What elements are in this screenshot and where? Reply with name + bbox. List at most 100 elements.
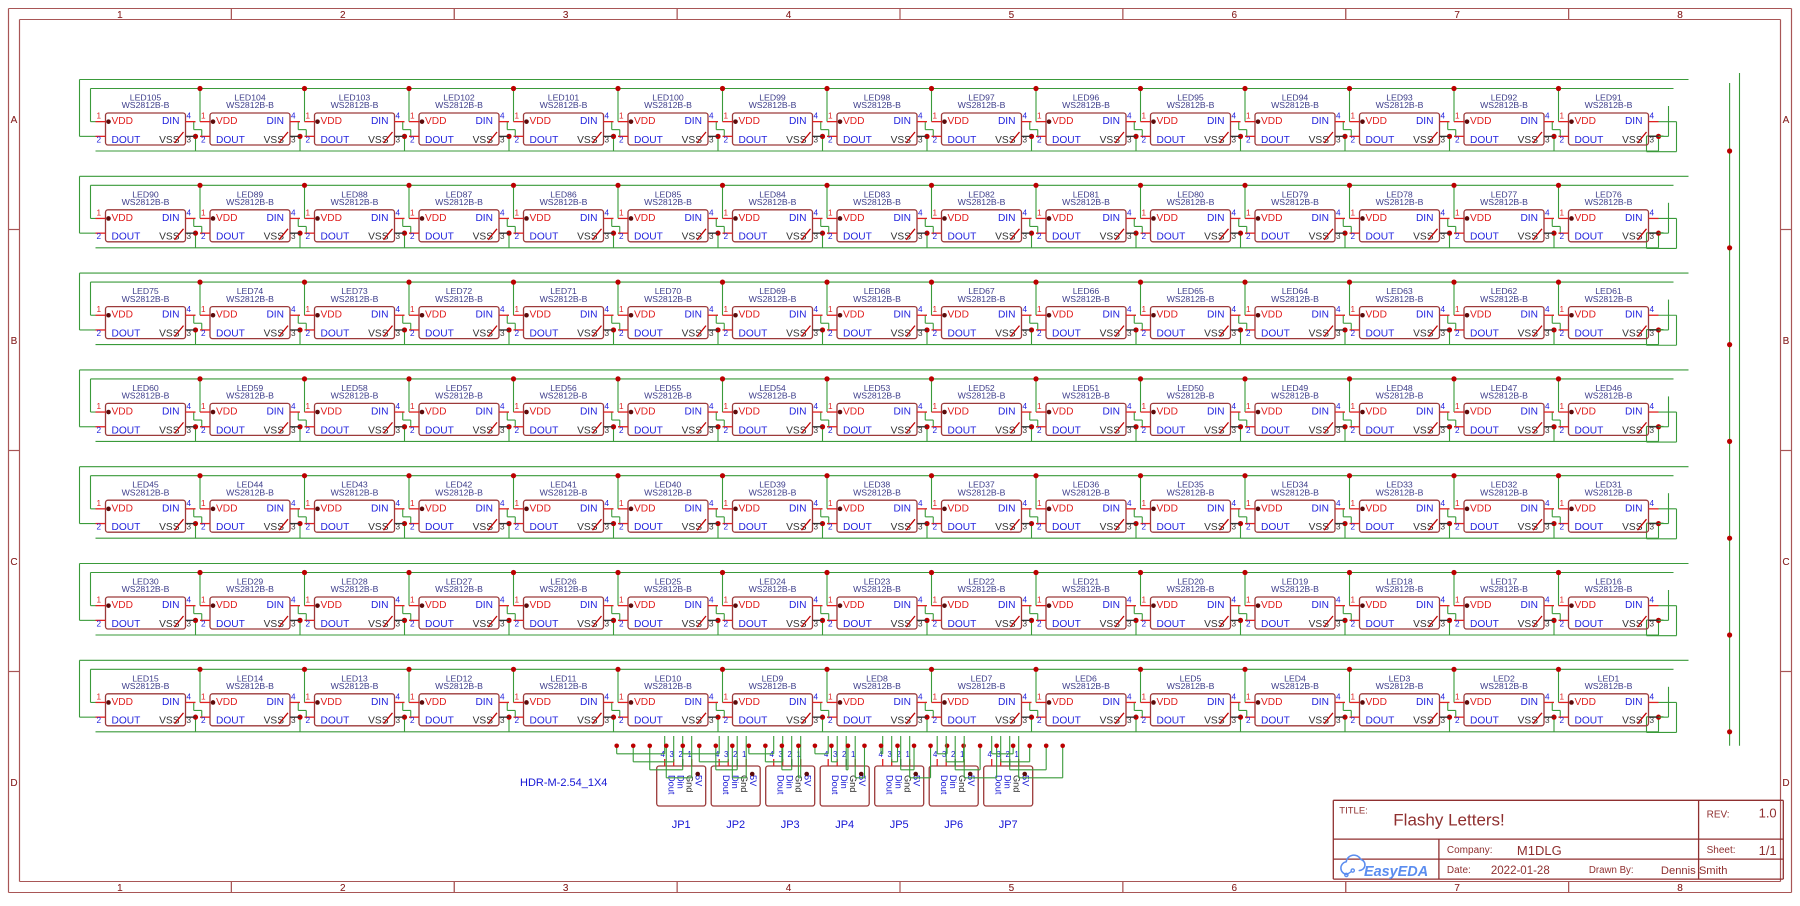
svg-text:Din: Din	[839, 775, 849, 789]
svg-text:WS2812B-B: WS2812B-B	[1167, 197, 1215, 207]
svg-text:WS2812B-B: WS2812B-B	[1480, 100, 1528, 110]
svg-text:3: 3	[605, 523, 610, 532]
svg-text:4: 4	[1545, 692, 1550, 701]
svg-text:DOUT: DOUT	[1261, 135, 1290, 146]
svg-text:2: 2	[515, 426, 520, 435]
svg-text:DIN: DIN	[266, 697, 284, 708]
svg-text:DOUT: DOUT	[1261, 716, 1290, 727]
svg-text:3: 3	[500, 619, 505, 628]
svg-text:VDD: VDD	[1575, 310, 1597, 321]
svg-text:DIN: DIN	[371, 310, 389, 321]
svg-text:DIN: DIN	[789, 600, 807, 611]
svg-text:VDD: VDD	[634, 503, 656, 514]
svg-text:DIN: DIN	[475, 407, 493, 418]
svg-text:WS2812B-B: WS2812B-B	[958, 100, 1006, 110]
svg-text:1: 1	[410, 402, 415, 411]
svg-text:VDD: VDD	[1261, 116, 1283, 127]
svg-text:2: 2	[933, 329, 938, 338]
svg-text:1: 1	[410, 208, 415, 217]
svg-text:2: 2	[619, 426, 624, 435]
svg-text:2: 2	[619, 716, 624, 725]
svg-text:3: 3	[1023, 716, 1028, 725]
svg-text:1: 1	[201, 692, 206, 701]
svg-text:VDD: VDD	[530, 310, 552, 321]
svg-text:Din: Din	[730, 775, 740, 789]
svg-text:1: 1	[828, 499, 833, 508]
svg-text:DIN: DIN	[1311, 697, 1329, 708]
svg-text:DOUT: DOUT	[1261, 619, 1290, 630]
svg-text:DOUT: DOUT	[1575, 328, 1604, 339]
svg-text:DOUT: DOUT	[1157, 619, 1186, 630]
svg-text:DOUT: DOUT	[112, 135, 141, 146]
svg-text:1: 1	[1455, 112, 1460, 121]
svg-text:3: 3	[1127, 426, 1132, 435]
svg-text:1: 1	[1142, 692, 1147, 701]
svg-text:3: 3	[187, 329, 192, 338]
svg-text:1: 1	[117, 883, 123, 894]
svg-text:2: 2	[410, 716, 415, 725]
svg-text:WS2812B-B: WS2812B-B	[644, 294, 692, 304]
svg-text:DIN: DIN	[1102, 407, 1120, 418]
svg-text:2: 2	[1037, 523, 1042, 532]
svg-text:4: 4	[814, 208, 819, 217]
svg-text:DOUT: DOUT	[843, 716, 872, 727]
svg-text:3: 3	[187, 619, 192, 628]
svg-text:3: 3	[1336, 329, 1341, 338]
svg-text:3: 3	[291, 716, 296, 725]
svg-text:WS2812B-B: WS2812B-B	[435, 197, 483, 207]
svg-text:DOUT: DOUT	[216, 619, 245, 630]
svg-text:3: 3	[1441, 232, 1446, 241]
svg-text:VDD: VDD	[948, 600, 970, 611]
svg-text:1: 1	[1455, 692, 1460, 701]
svg-text:VDD: VDD	[321, 600, 343, 611]
svg-text:WS2812B-B: WS2812B-B	[331, 197, 379, 207]
svg-text:2: 2	[201, 426, 206, 435]
svg-text:DOUT: DOUT	[530, 232, 559, 243]
svg-text:4: 4	[187, 402, 192, 411]
svg-text:VDD: VDD	[1470, 697, 1492, 708]
svg-text:VDD: VDD	[112, 116, 134, 127]
svg-text:2: 2	[828, 523, 833, 532]
svg-text:DIN: DIN	[1520, 503, 1538, 514]
svg-text:1: 1	[306, 208, 311, 217]
svg-text:VDD: VDD	[1470, 503, 1492, 514]
svg-text:DOUT: DOUT	[425, 135, 454, 146]
svg-text:WS2812B-B: WS2812B-B	[958, 487, 1006, 497]
svg-text:DIN: DIN	[580, 407, 598, 418]
svg-text:VDD: VDD	[216, 503, 238, 514]
svg-text:3: 3	[187, 716, 192, 725]
svg-text:D: D	[1782, 778, 1789, 789]
svg-text:DOUT: DOUT	[948, 232, 977, 243]
svg-text:DOUT: DOUT	[216, 135, 245, 146]
svg-text:WS2812B-B: WS2812B-B	[1167, 487, 1215, 497]
svg-text:4: 4	[1650, 402, 1655, 411]
svg-text:VDD: VDD	[1157, 407, 1179, 418]
svg-text:4: 4	[814, 499, 819, 508]
svg-text:3: 3	[1127, 329, 1132, 338]
svg-text:1: 1	[97, 305, 102, 314]
svg-text:DOUT: DOUT	[425, 425, 454, 436]
svg-text:3: 3	[709, 426, 714, 435]
svg-text:DOUT: DOUT	[739, 425, 768, 436]
svg-text:4: 4	[918, 596, 923, 605]
svg-text:WS2812B-B: WS2812B-B	[226, 584, 274, 594]
svg-text:4: 4	[918, 692, 923, 701]
svg-text:DOUT: DOUT	[1157, 135, 1186, 146]
svg-text:DOUT: DOUT	[1366, 522, 1395, 533]
svg-text:2: 2	[97, 426, 102, 435]
svg-text:1: 1	[933, 596, 938, 605]
svg-text:Dout: Dout	[776, 775, 786, 795]
svg-text:DOUT: DOUT	[112, 716, 141, 727]
svg-text:1: 1	[97, 208, 102, 217]
svg-text:DIN: DIN	[580, 310, 598, 321]
svg-text:VDD: VDD	[216, 213, 238, 224]
svg-text:4: 4	[1545, 208, 1550, 217]
svg-text:3: 3	[563, 10, 569, 21]
svg-text:VDD: VDD	[112, 310, 134, 321]
svg-text:WS2812B-B: WS2812B-B	[226, 294, 274, 304]
svg-text:VDD: VDD	[843, 310, 865, 321]
svg-text:2: 2	[724, 426, 729, 435]
svg-text:5V: 5V	[1021, 775, 1031, 787]
svg-text:1: 1	[619, 305, 624, 314]
svg-text:3: 3	[814, 329, 819, 338]
